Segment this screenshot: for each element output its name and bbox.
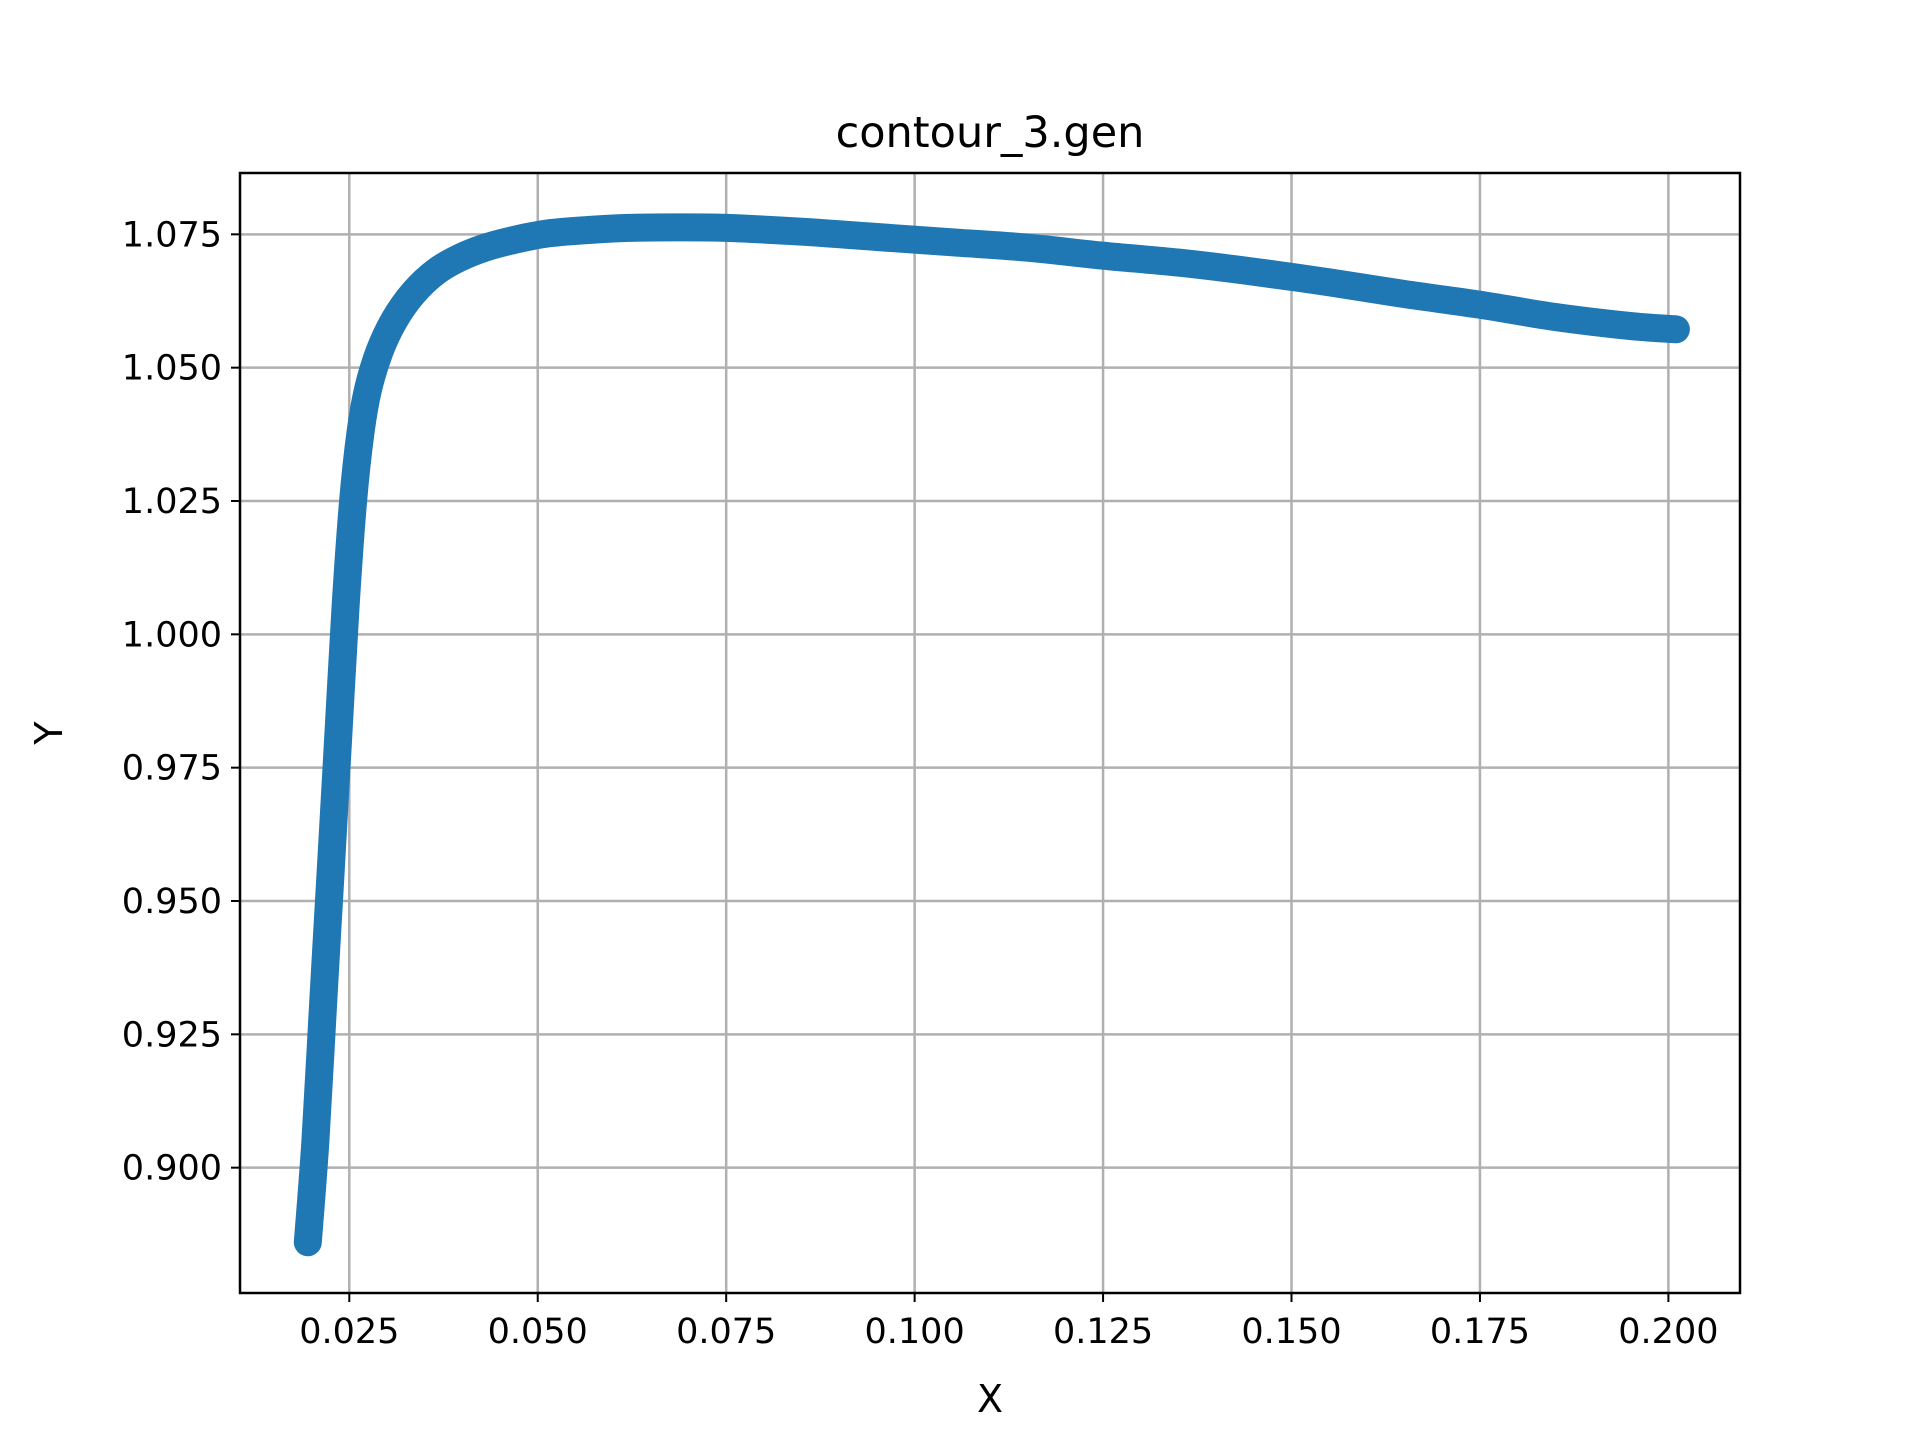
grid-lines xyxy=(240,173,1740,1293)
y-tick-label: 0.900 xyxy=(122,1149,222,1189)
y-tick-label: 0.975 xyxy=(122,749,222,789)
plot-area xyxy=(293,213,1690,1257)
x-tick-label: 0.050 xyxy=(488,1312,588,1352)
x-tick-label: 0.100 xyxy=(865,1312,965,1352)
y-tick-label: 1.025 xyxy=(122,482,222,522)
chart-title: contour_3.gen xyxy=(836,108,1145,158)
x-tick-label: 0.125 xyxy=(1053,1312,1153,1352)
y-tick-label: 0.950 xyxy=(122,882,222,922)
y-tick-label: 1.050 xyxy=(122,349,222,389)
x-axis-label: X xyxy=(977,1377,1003,1421)
tick-marks: 0.025 0.050 0.075 0.100 0.125 0.150 0.175 0.200… xyxy=(122,215,1719,1352)
x-tick-label: 0.175 xyxy=(1430,1312,1530,1352)
x-tick-label: 0.075 xyxy=(676,1312,776,1352)
x-tick-label: 0.200 xyxy=(1618,1312,1718,1352)
y-axis-label: Y xyxy=(27,721,71,746)
series-line-0 xyxy=(293,213,1690,1257)
y-tick-label: 0.925 xyxy=(122,1015,222,1055)
x-tick-label: 0.150 xyxy=(1241,1312,1341,1352)
axes-frame xyxy=(238,171,1742,1295)
y-tick-label: 1.000 xyxy=(122,615,222,655)
x-tick-label: 0.025 xyxy=(299,1312,399,1352)
y-tick-label: 1.075 xyxy=(122,215,222,255)
